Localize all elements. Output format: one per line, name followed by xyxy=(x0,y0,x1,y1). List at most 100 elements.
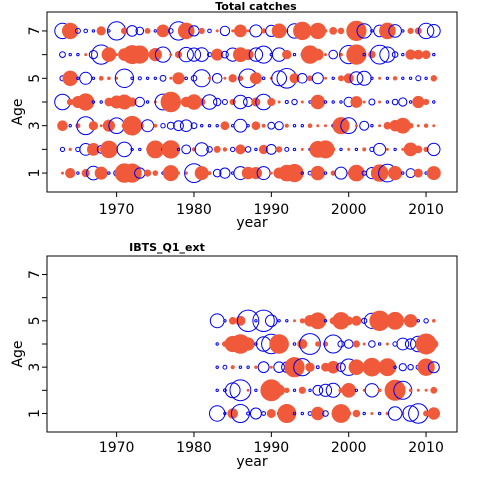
negative-residual-bubble xyxy=(401,29,405,33)
positive-residual-bubble xyxy=(413,168,423,178)
positive-residual-bubble xyxy=(77,93,95,111)
negative-residual-bubble xyxy=(215,388,219,392)
positive-residual-bubble xyxy=(414,145,423,154)
negative-residual-bubble xyxy=(424,76,428,81)
negative-residual-bubble xyxy=(126,25,138,37)
negative-residual-bubble xyxy=(215,365,219,369)
negative-residual-bubble xyxy=(349,71,364,86)
positive-residual-bubble xyxy=(292,319,296,323)
positive-residual-bubble xyxy=(228,74,237,83)
negative-residual-bubble xyxy=(432,100,436,104)
negative-residual-bubble xyxy=(370,76,374,81)
positive-residual-bubble xyxy=(368,50,376,59)
positive-residual-bubble xyxy=(220,121,230,131)
negative-residual-bubble xyxy=(328,49,339,60)
positive-residual-bubble xyxy=(284,123,289,128)
positive-residual-bubble xyxy=(258,144,269,155)
positive-residual-bubble xyxy=(229,98,236,106)
negative-residual-bubble xyxy=(137,76,142,81)
positive-residual-bubble xyxy=(307,123,313,128)
positive-residual-bubble xyxy=(269,171,273,175)
negative-residual-bubble xyxy=(257,361,270,374)
negative-residual-bubble xyxy=(292,388,297,392)
negative-residual-bubble xyxy=(370,29,374,33)
negative-residual-bubble xyxy=(211,73,223,84)
positive-residual-bubble xyxy=(343,73,354,84)
negative-residual-bubble xyxy=(254,45,273,64)
negative-residual-bubble xyxy=(292,52,297,57)
negative-residual-bubble xyxy=(207,124,212,128)
positive-residual-bubble xyxy=(401,319,405,323)
positive-residual-bubble xyxy=(249,167,262,180)
positive-residual-bubble xyxy=(354,124,358,128)
negative-residual-bubble xyxy=(168,28,174,34)
negative-residual-bubble xyxy=(91,100,96,104)
negative-residual-bubble xyxy=(361,317,368,324)
positive-residual-bubble xyxy=(228,316,237,325)
positive-residual-bubble xyxy=(207,171,212,176)
positive-residual-bubble xyxy=(423,98,430,106)
positive-residual-bubble xyxy=(423,123,429,128)
negative-residual-bubble xyxy=(292,124,297,128)
negative-residual-bubble xyxy=(377,342,382,346)
positive-residual-bubble xyxy=(144,27,151,34)
negative-residual-bubble xyxy=(222,364,228,370)
negative-residual-bubble xyxy=(417,22,435,40)
negative-residual-bubble xyxy=(265,314,278,328)
negative-residual-bubble xyxy=(206,146,213,153)
positive-residual-bubble xyxy=(424,388,428,392)
negative-residual-bubble xyxy=(423,318,429,324)
negative-residual-bubble xyxy=(398,363,407,372)
positive-residual-bubble xyxy=(337,27,345,35)
negative-residual-bubble xyxy=(138,147,142,152)
positive-residual-bubble xyxy=(351,315,362,326)
negative-residual-bubble xyxy=(190,122,198,130)
positive-residual-bubble xyxy=(172,72,185,85)
positive-residual-bubble xyxy=(362,342,366,346)
positive-residual-bubble xyxy=(57,120,68,131)
positive-residual-bubble xyxy=(378,76,382,80)
positive-residual-bubble xyxy=(222,147,228,152)
negative-residual-bubble xyxy=(407,364,414,371)
negative-residual-bubble xyxy=(261,76,266,81)
negative-residual-bubble xyxy=(432,52,436,57)
positive-residual-bubble xyxy=(346,44,367,65)
positive-residual-bubble xyxy=(227,408,238,419)
y-tick-label: 3 xyxy=(27,363,43,372)
positive-residual-bubble xyxy=(300,100,304,104)
positive-residual-bubble xyxy=(403,314,418,328)
negative-residual-bubble xyxy=(207,28,212,34)
negative-residual-bubble xyxy=(292,342,297,346)
negative-residual-bubble xyxy=(277,319,281,323)
positive-residual-bubble xyxy=(298,386,306,394)
positive-residual-bubble xyxy=(251,121,261,130)
positive-residual-bubble xyxy=(241,337,255,351)
positive-residual-bubble xyxy=(315,341,321,347)
y-axis-label: Age xyxy=(10,340,26,367)
positive-residual-bubble xyxy=(352,409,361,418)
positive-residual-bubble xyxy=(379,22,396,40)
negative-residual-bubble xyxy=(194,47,209,62)
negative-residual-bubble xyxy=(343,339,354,349)
positive-residual-bubble xyxy=(323,29,328,33)
negative-residual-bubble xyxy=(331,100,335,104)
negative-residual-bubble xyxy=(254,388,258,392)
positive-residual-bubble xyxy=(60,171,64,175)
positive-residual-bubble xyxy=(169,53,173,57)
negative-residual-bubble xyxy=(254,342,258,346)
positive-residual-bubble xyxy=(384,379,406,401)
negative-residual-bubble xyxy=(416,319,420,323)
positive-residual-bubble xyxy=(350,96,363,108)
negative-residual-bubble xyxy=(88,50,99,60)
negative-residual-bubble xyxy=(427,361,440,374)
positive-residual-bubble xyxy=(416,124,420,128)
positive-residual-bubble xyxy=(233,24,247,38)
negative-residual-bubble xyxy=(79,71,93,85)
positive-residual-bubble xyxy=(88,121,98,131)
negative-residual-bubble xyxy=(246,411,251,416)
negative-residual-bubble xyxy=(308,388,312,392)
x-tick-label: 1970 xyxy=(99,202,135,218)
positive-residual-bubble xyxy=(100,140,118,159)
positive-residual-bubble xyxy=(81,169,90,178)
negative-residual-bubble xyxy=(391,98,399,106)
